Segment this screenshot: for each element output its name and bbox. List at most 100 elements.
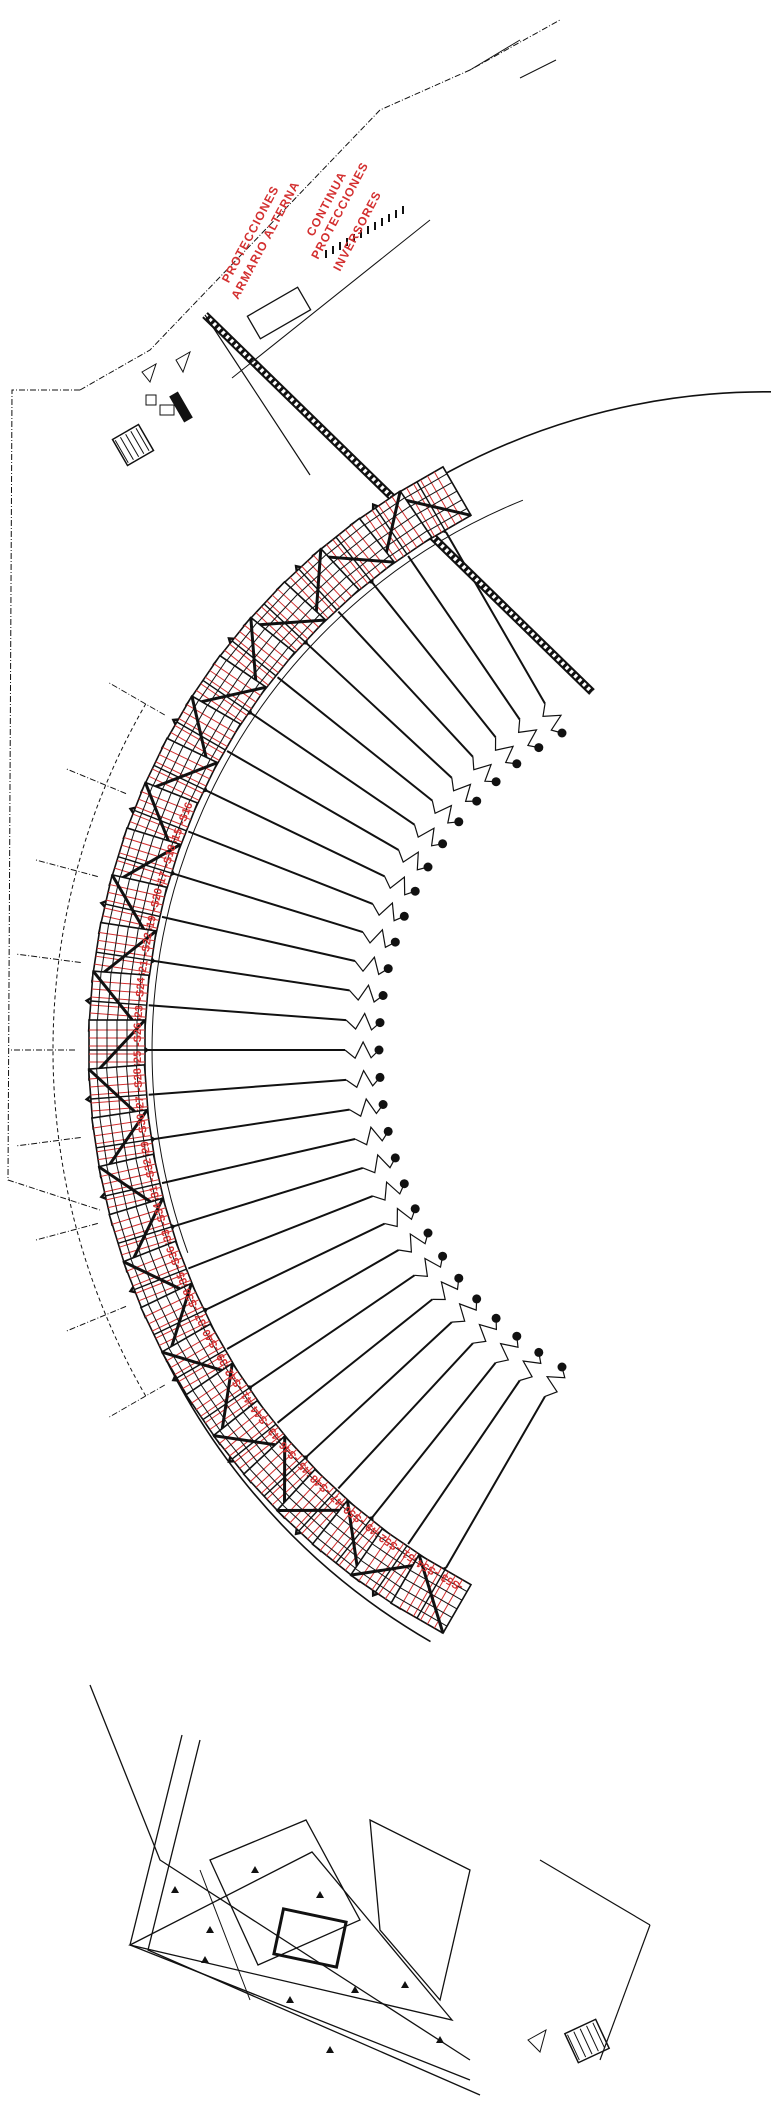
- inverter-fin: [114, 439, 129, 464]
- ground-rod-icon: [390, 937, 400, 947]
- garden-line: [199, 1869, 251, 2001]
- panel-array: -S15-S16-S17-S18-S19-S20-S21-S22-S23-S24…: [87, 465, 473, 1635]
- panel-id-right: -S26: [132, 1023, 144, 1046]
- ground-rod-icon: [512, 759, 522, 769]
- ground-rod-icon: [410, 886, 420, 896]
- string-wire: [337, 1342, 474, 1490]
- string-wire: [445, 1395, 546, 1569]
- ground-conductor: [384, 1207, 416, 1228]
- garden-outline: [89, 1684, 471, 2061]
- string-wire: [337, 610, 474, 758]
- inverter-icon: [111, 423, 155, 467]
- ground-conductor: [384, 875, 416, 896]
- inverter-fin: [573, 2031, 587, 2058]
- string-wire: [205, 789, 386, 878]
- panel-id-right: -S24: [134, 976, 148, 1001]
- inverter-icon: [563, 2018, 611, 2064]
- string-wire: [161, 1138, 356, 1185]
- cabinet-icon: [145, 394, 157, 406]
- panel-id-right: -S30: [135, 1113, 150, 1138]
- ground-conductor: [354, 1125, 389, 1146]
- ground-conductor: [372, 901, 405, 922]
- inverter-fin: [592, 2022, 606, 2049]
- ground-rod-icon: [472, 1294, 482, 1304]
- tree-icon: [316, 1891, 324, 1898]
- panel-id-right: -S20: [148, 887, 165, 912]
- garden-bed-3: [369, 1818, 471, 2002]
- tree-icon: [286, 1996, 294, 2003]
- string-wire: [205, 1222, 386, 1311]
- protecciones-continua-label: PROTECCIONES CONTINUA: [303, 159, 371, 261]
- string-wire: [276, 676, 433, 802]
- ground-rod-icon: [399, 1179, 409, 1189]
- equipment-area: [111, 206, 611, 2064]
- cabinet-icon: [159, 404, 175, 416]
- string-wire: [445, 531, 546, 705]
- ground-rod-icon: [557, 1362, 567, 1372]
- ground-conductor: [494, 737, 517, 765]
- ground-rod-icon: [512, 1331, 522, 1341]
- ground-rod-icon: [378, 1100, 388, 1109]
- panel-id-right: -S32: [141, 1157, 158, 1182]
- ground-rod-icon: [454, 1273, 464, 1283]
- plot-divider: [16, 1136, 81, 1147]
- panel-id-right: -S22: [139, 932, 154, 957]
- ground-rod-icon: [383, 964, 393, 974]
- inverter-fin: [567, 2034, 580, 2061]
- string-wire: [276, 1298, 433, 1424]
- string-wire: [371, 581, 497, 738]
- plot-divider: [65, 1305, 127, 1332]
- ground-conductor: [372, 1180, 405, 1201]
- garden-bed-2: [209, 1819, 361, 1966]
- ground-conductor: [413, 824, 443, 847]
- ground-conductor: [345, 1012, 381, 1031]
- tree-icon: [527, 2028, 547, 2053]
- string-wire: [305, 1321, 453, 1458]
- ground-conductor: [472, 1318, 498, 1344]
- cabinet-icon: [169, 391, 193, 423]
- garden-bed: [128, 1851, 454, 2022]
- ground-rod-icon: [374, 1045, 384, 1055]
- ground-conductor: [544, 1366, 566, 1397]
- solar-panel-pair: -S23-S24: [87, 970, 150, 1037]
- equipment-link: [231, 219, 431, 379]
- string-wire: [153, 1108, 350, 1141]
- string-wire: [148, 1004, 347, 1022]
- north-edge-2: [519, 59, 557, 79]
- string-wire: [371, 1362, 497, 1519]
- ground-conductor: [354, 955, 389, 976]
- tree-icon: [326, 2046, 334, 2053]
- ground-rod-icon: [410, 1204, 420, 1214]
- string-wire: [187, 830, 374, 905]
- plot-divider: [108, 1384, 166, 1418]
- ground-conductor: [432, 1278, 460, 1301]
- tree-icon: [401, 1981, 409, 1988]
- ground-rods: [344, 703, 567, 1397]
- ground-conductor: [431, 800, 459, 824]
- ground-rod-icon: [438, 839, 448, 849]
- ground-rod-icon: [491, 1313, 501, 1323]
- tree-icon: [141, 362, 157, 384]
- ground-conductor: [472, 756, 497, 783]
- outer-arc-dashed: [52, 703, 147, 1397]
- inverter-fin: [125, 433, 140, 458]
- string-wire: [305, 642, 453, 779]
- armario-label: ARMARIO ALTERNA PROTECCIONES: [219, 179, 303, 302]
- string-wire: [173, 872, 364, 934]
- string-wire: [161, 915, 356, 962]
- ground-conductor: [451, 1298, 478, 1323]
- garden-edge: [539, 1859, 651, 1926]
- plot-divider: [16, 953, 81, 964]
- ground-rod-icon: [423, 862, 433, 872]
- ground-rod-icon: [472, 796, 482, 806]
- string-wire: [250, 712, 416, 826]
- ground-rod-icon: [375, 1018, 385, 1028]
- plot-divider: [34, 859, 98, 878]
- ground-rod-icon: [399, 911, 409, 921]
- ground-rod-icon: [438, 1251, 448, 1261]
- tree-icon: [351, 1986, 359, 1993]
- string-wire: [153, 959, 350, 992]
- tree-icon: [251, 1866, 259, 1873]
